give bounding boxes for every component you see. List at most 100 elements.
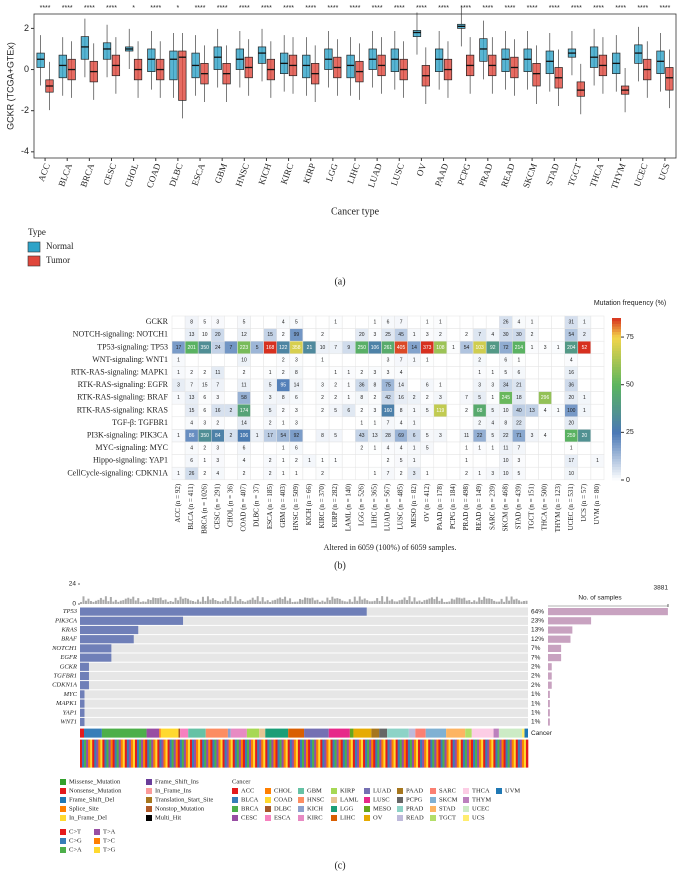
empty-cell: [433, 466, 448, 481]
tmb-bar: [254, 599, 257, 604]
cancer-annotation: [178, 728, 181, 738]
cell-label: 58: [241, 395, 247, 401]
tmb-bar: [259, 601, 262, 604]
titv-stripe: [350, 739, 354, 768]
x-tick-label: OV: [414, 161, 428, 177]
box: [479, 38, 488, 62]
tmb-bar: [241, 601, 244, 604]
tmb-bar: [453, 599, 456, 604]
cell-label: 1: [439, 383, 442, 389]
tmb-bar: [82, 596, 85, 604]
titv-stripe: [100, 739, 103, 768]
tmb-bar: [346, 601, 349, 604]
colorbar-slice: [612, 320, 621, 324]
cell-label: 17: [267, 433, 273, 439]
tmb-bar: [520, 601, 523, 604]
x-tick-label: KIRP: [301, 162, 317, 185]
tmb-bar: [358, 596, 361, 604]
tmb-bar: [214, 600, 217, 604]
cancer-annotation: [415, 728, 426, 738]
cell-label: 4: [491, 420, 494, 426]
empty-cell: [577, 466, 592, 481]
titv-stripe: [454, 739, 458, 768]
empty-cell: [551, 378, 565, 392]
empty-cell: [459, 353, 474, 367]
legend-title: Type: [28, 227, 46, 237]
colorbar-slice: [612, 455, 621, 459]
cell-label: 1: [282, 446, 285, 452]
col-label: LUSC (n = 485): [397, 483, 405, 529]
cell-label: 3: [216, 458, 219, 464]
titv-stripe: [253, 739, 256, 768]
empty-cell: [328, 441, 343, 455]
matrix-row-bg: [80, 671, 528, 681]
titv-stripe: [511, 739, 515, 768]
titv-stripe: [473, 739, 476, 768]
legend-swatch: [27, 241, 41, 253]
cell-label: 84: [215, 433, 221, 439]
x-tick-label: LIHC: [345, 162, 362, 185]
legend-swatch: [146, 806, 152, 812]
colorbar-slice: [612, 396, 621, 400]
empty-cell: [355, 466, 369, 481]
significance: ****: [40, 5, 51, 12]
legend-label: LUAD: [373, 787, 391, 794]
legend-label: GBM: [307, 787, 322, 794]
percent-label: 23%: [531, 618, 544, 625]
tmb-bar: [211, 598, 214, 604]
titv-stripe: [271, 739, 274, 768]
tmb-bar: [411, 601, 414, 604]
cell-label: 5: [256, 345, 259, 351]
tmb-bar: [281, 598, 284, 604]
colorbar-slice: [612, 423, 621, 427]
cancer-annotation: [408, 728, 416, 738]
row-label: RTK-RAS-signaling: KRAS: [77, 405, 168, 414]
empty-cell: [446, 466, 461, 481]
titv-stripe: [269, 739, 272, 768]
cell-label: 3: [439, 395, 442, 401]
titv-stripe: [214, 739, 217, 768]
cell-label: 2: [230, 408, 233, 414]
x-tick-label: THYM: [609, 162, 627, 190]
tmb-bar: [196, 599, 199, 604]
cancer-annotation: [446, 728, 466, 738]
cell-label: 1: [557, 345, 560, 351]
tmb-bar: [137, 598, 140, 604]
empty-cell: [446, 391, 461, 405]
tmb-bar: [112, 601, 115, 604]
tmb-bar: [396, 601, 399, 604]
titv-stripe: [132, 739, 136, 768]
titv-stripe: [297, 739, 301, 768]
titv-stripe: [361, 739, 364, 768]
cancer-annotation: [349, 728, 354, 738]
tmb-bar: [174, 597, 177, 604]
cell-label: 2: [203, 471, 206, 477]
empty-cell: [577, 441, 592, 455]
legend-swatch: [331, 797, 337, 803]
legend-swatch: [331, 806, 337, 812]
col-label: TGCT (n = 151): [528, 483, 536, 530]
cell-label: 2: [282, 357, 285, 363]
titv-stripe: [279, 739, 282, 768]
titv-stripe: [310, 739, 313, 768]
cell-label: 31: [568, 320, 574, 326]
titv-stripe: [126, 739, 130, 768]
legend-label: CHOL: [274, 787, 292, 794]
titv-stripe: [452, 739, 455, 768]
cell-label: 22: [503, 433, 509, 439]
mutation-row: [80, 681, 89, 690]
x-tick-label: KIRC: [279, 162, 296, 186]
tmb-bar: [423, 600, 426, 604]
tmb-bar: [450, 598, 453, 604]
legend-swatch: [430, 797, 436, 803]
tmb-bar: [219, 601, 222, 604]
titv-stripe: [505, 739, 508, 768]
colorbar-slice: [612, 380, 621, 384]
significance: ****: [438, 5, 449, 12]
y-tick-label: -4: [21, 146, 29, 156]
tmb-bar: [391, 599, 394, 604]
cell-label: 2: [321, 471, 324, 477]
col-label: HNSC (n = 509): [292, 483, 300, 530]
titv-stripe: [515, 739, 519, 768]
tmb-bar: [87, 598, 90, 604]
